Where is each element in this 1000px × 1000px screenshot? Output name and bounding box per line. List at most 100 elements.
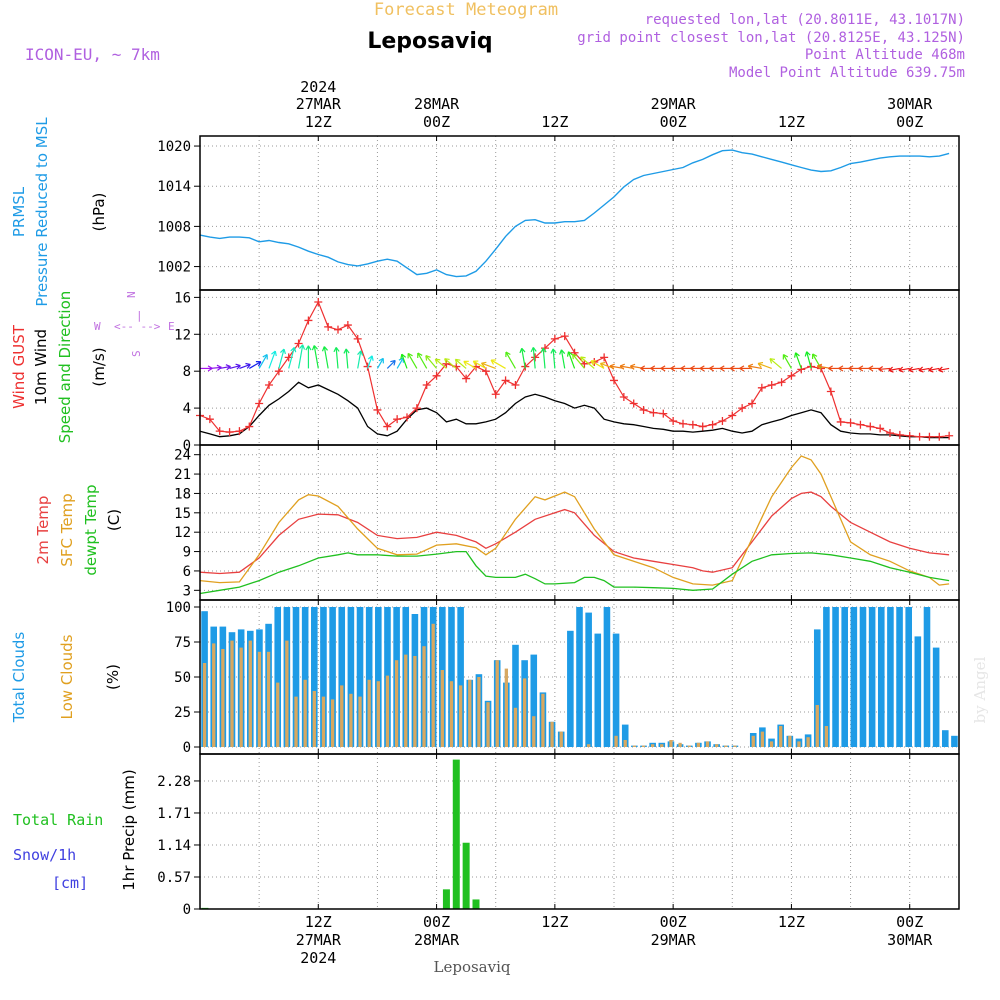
gust-marker xyxy=(826,387,835,396)
low-cloud-bar xyxy=(760,731,765,747)
gust-marker xyxy=(432,371,441,380)
low-cloud-bar xyxy=(285,640,289,747)
wind-arrow xyxy=(928,367,940,371)
wind-arrow xyxy=(434,358,447,369)
top-tick-label: 00Z xyxy=(896,113,923,131)
wind-arrowhead xyxy=(490,359,497,365)
wind-arrowhead xyxy=(804,351,811,357)
y-tick-label: 1002 xyxy=(157,260,191,276)
rain-bar xyxy=(472,899,480,909)
wind-arrowhead xyxy=(848,365,854,372)
wind-arrow xyxy=(532,347,536,369)
y-tick-label: 0 xyxy=(183,740,191,756)
total-cloud-bar xyxy=(329,607,336,747)
gust-marker xyxy=(501,376,510,385)
wind-arrowhead xyxy=(298,344,306,350)
gust-marker xyxy=(274,367,283,376)
wind-arrow xyxy=(938,367,950,371)
gust-marker xyxy=(669,417,678,426)
low-cloud-bar xyxy=(340,685,344,747)
wind-arrow xyxy=(748,365,762,370)
gust-marker xyxy=(748,399,756,408)
low-cloud-bar xyxy=(623,740,627,747)
pressure-panel: 1002 1008 1014 1020 xyxy=(157,135,960,291)
total-cloud-bar xyxy=(274,607,282,747)
low-cloud-bar xyxy=(294,696,298,747)
wind-arrowhead xyxy=(888,366,894,373)
gust-marker xyxy=(462,374,471,383)
wind-arrowhead xyxy=(719,365,725,372)
total-cloud-bar xyxy=(567,630,574,747)
snow-unit: [cm] xyxy=(52,874,88,892)
wind-arrow xyxy=(386,360,396,369)
low-cloud-bar xyxy=(276,682,280,747)
grid-point-coords: grid point closest lon,lat (20.8125E, 43… xyxy=(577,30,965,46)
wind-arrowhead xyxy=(878,365,884,373)
low-cloud-bar xyxy=(705,741,710,747)
total-cloud-bar xyxy=(887,607,894,747)
wind-arrowhead xyxy=(629,363,636,370)
gust-marker xyxy=(235,427,244,436)
y-tick-label: 0 xyxy=(183,902,191,918)
gust-marker xyxy=(550,334,559,343)
low-cloud-bar xyxy=(376,681,380,747)
wind-arrowhead xyxy=(938,366,944,373)
wind-arrow xyxy=(560,349,566,369)
precip-panel: 0 0.57 1.14 1.71 2.28 xyxy=(157,753,960,918)
wind-arrowhead xyxy=(590,360,597,366)
gust-marker xyxy=(767,381,776,390)
wind-arrowhead xyxy=(271,350,277,357)
gust-marker xyxy=(324,322,333,331)
wind-arrowhead xyxy=(670,365,676,372)
wind-arrowhead xyxy=(225,364,231,371)
low-cloud-bar xyxy=(651,744,655,747)
gust-marker xyxy=(738,404,747,413)
total-cloud-bar xyxy=(896,607,903,747)
gust-marker xyxy=(491,390,500,399)
compass-n: N xyxy=(125,291,138,298)
low-cloud-bar xyxy=(495,660,499,747)
wind-arrowhead xyxy=(580,356,586,362)
bottom-tick-label: 00Z xyxy=(660,913,687,931)
wind-arrowhead xyxy=(918,366,924,373)
gust-marker xyxy=(797,365,806,374)
low-cloud-bar xyxy=(641,745,646,747)
low-cloud-bar xyxy=(248,640,252,747)
gust-marker xyxy=(718,417,727,426)
y-tick-label: 50 xyxy=(174,670,191,686)
gust-marker xyxy=(225,428,234,437)
wind-arrow xyxy=(297,344,304,369)
wind-arrow xyxy=(219,365,231,370)
credit-watermark: by Angel xyxy=(971,656,989,723)
panel-frame xyxy=(199,135,960,291)
bottom-date-label: 30MAR xyxy=(887,931,933,949)
top-date-label: 29MAR xyxy=(651,95,697,113)
y-tick-label: 75 xyxy=(174,635,191,651)
wind-arrowhead xyxy=(290,346,297,353)
low-clouds-label: Low Clouds xyxy=(58,634,76,719)
gust-marker xyxy=(255,399,264,408)
top-tick-label: 12Z xyxy=(778,113,805,131)
total-cloud-bar xyxy=(823,607,830,747)
wind-arrow xyxy=(258,354,268,369)
wind-arrow xyxy=(454,358,467,369)
bottom-date-label: 27MAR xyxy=(296,931,342,949)
gust-marker xyxy=(373,405,382,414)
wind-arrowhead xyxy=(434,358,441,365)
gust-marker xyxy=(422,381,431,390)
total-cloud-bar xyxy=(951,735,958,747)
total-cloud-bar xyxy=(621,724,629,747)
wind-arrowhead xyxy=(599,361,606,368)
wind-arrow xyxy=(444,358,457,369)
wind-arrowhead xyxy=(407,352,413,359)
low-cloud-bar xyxy=(724,745,728,747)
gust-marker xyxy=(905,431,914,440)
gust-marker xyxy=(412,404,421,413)
wind-arrowhead xyxy=(333,347,340,353)
wind-arrow xyxy=(313,345,319,369)
temp-line-2m-temp xyxy=(199,491,950,575)
wind-arrow xyxy=(782,354,792,369)
gust-marker xyxy=(531,353,540,362)
compass-e: E xyxy=(168,320,175,333)
gust-marker xyxy=(698,422,707,431)
